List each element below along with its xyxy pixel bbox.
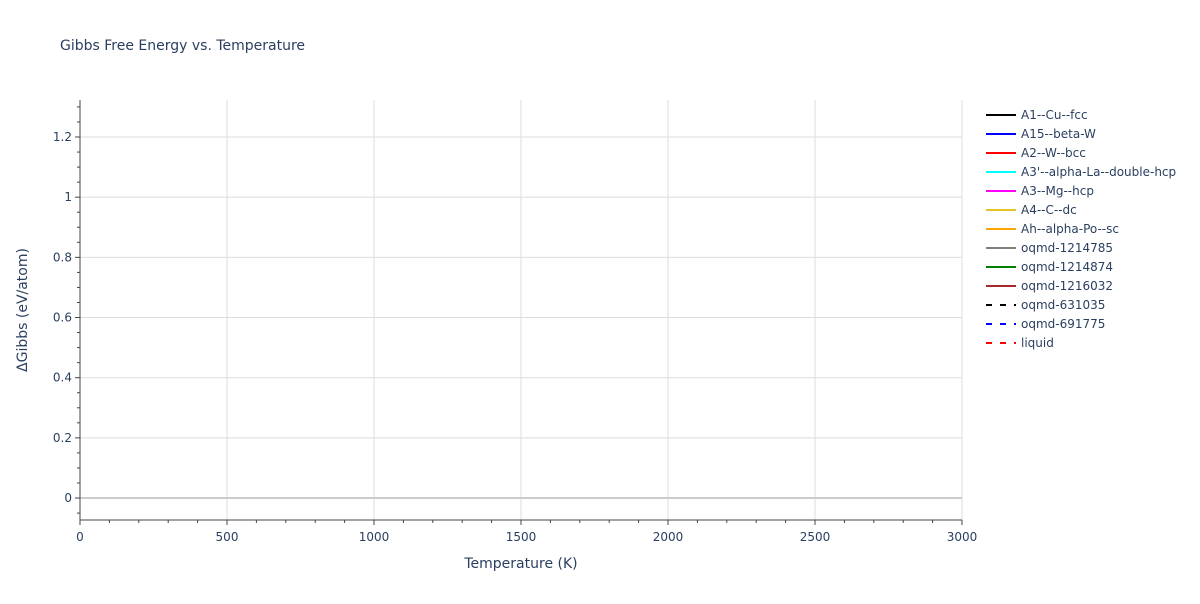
legend-item[interactable]: A2--W--bcc <box>1021 146 1086 160</box>
legend-item[interactable]: Ah--alpha-Po--sc <box>1021 222 1119 236</box>
legend-item[interactable]: A1--Cu--fcc <box>1021 108 1088 122</box>
x-tick-label: 1500 <box>506 530 537 544</box>
x-tick-label: 2500 <box>800 530 831 544</box>
y-tick-label: 0.2 <box>53 431 72 445</box>
legend-item[interactable]: A3'--alpha-La--double-hcp <box>1021 165 1176 179</box>
grid <box>80 100 963 520</box>
x-axis-label: Temperature (K) <box>463 556 577 572</box>
axes: 0 500 1000 1500 2000 2500 3000 0 0.2 0.4 0.6 0.8 1 1.… <box>53 100 977 544</box>
legend[interactable]: A1--Cu--fcc A15--beta-W A2--W--bcc A3'--alp… <box>986 108 1176 350</box>
legend-item[interactable]: oqmd-691775 <box>1021 317 1105 331</box>
legend-item[interactable]: A4--C--dc <box>1021 203 1077 217</box>
legend-item[interactable]: oqmd-1216032 <box>1021 279 1113 293</box>
chart-title: Gibbs Free Energy vs. Temperature <box>60 38 305 54</box>
y-tick-label: 1 <box>64 190 72 204</box>
x-tick-label: 2000 <box>653 530 684 544</box>
x-tick-label: 1000 <box>359 530 390 544</box>
legend-item[interactable]: A15--beta-W <box>1021 127 1096 141</box>
x-tick-label: 3000 <box>947 530 978 544</box>
x-tick-label: 500 <box>216 530 239 544</box>
legend-item[interactable]: oqmd-1214785 <box>1021 241 1113 255</box>
legend-item[interactable]: A3--Mg--hcp <box>1021 184 1094 198</box>
legend-item[interactable]: oqmd-1214874 <box>1021 260 1113 274</box>
legend-item[interactable]: liquid <box>1021 336 1054 350</box>
y-tick-label: 1.2 <box>53 130 72 144</box>
y-tick-label: 0 <box>64 491 72 505</box>
y-tick-label: 0.4 <box>53 371 72 385</box>
x-tick-label: 0 <box>76 530 84 544</box>
y-tick-label: 0.6 <box>53 311 72 325</box>
legend-item[interactable]: oqmd-631035 <box>1021 298 1105 312</box>
y-axis-label: ΔGibbs (eV/atom) <box>15 248 31 372</box>
y-tick-label: 0.8 <box>53 250 72 264</box>
